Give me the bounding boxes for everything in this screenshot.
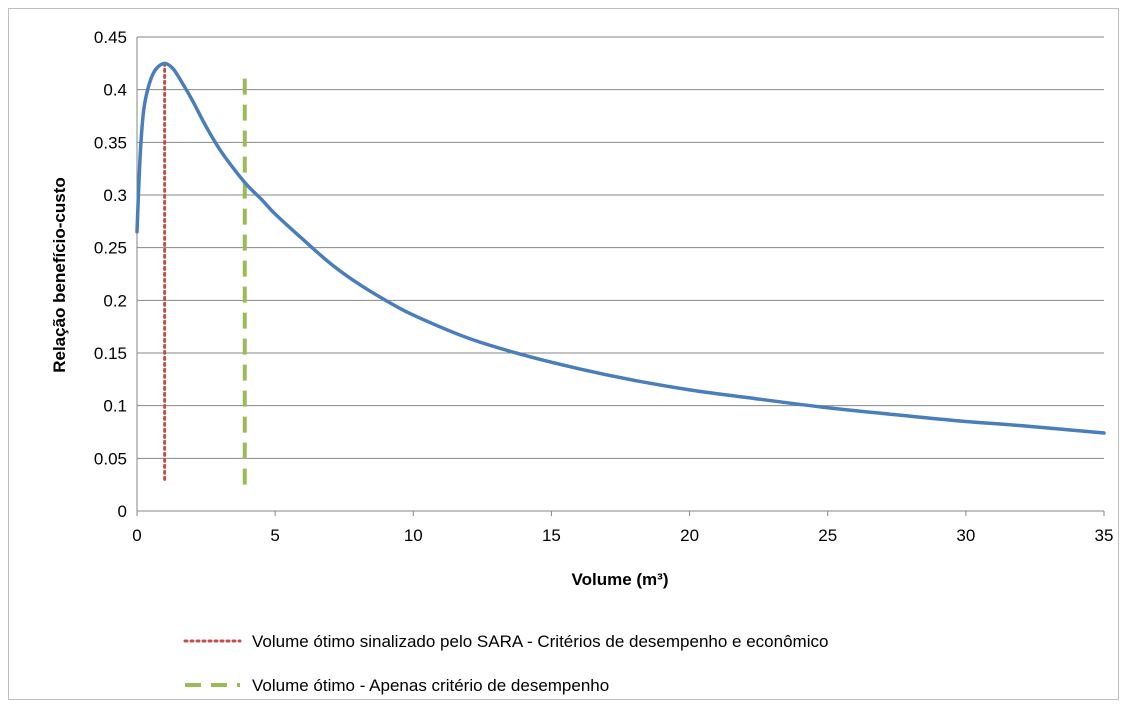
y-tick-label: 0.25	[94, 239, 127, 258]
legend-label-sara: Volume ótimo sinalizado pelo SARA - Crit…	[252, 632, 828, 651]
y-axis-title: Relação benefício-custo	[50, 177, 69, 373]
y-tick-label: 0	[118, 502, 127, 521]
series-line-0	[135, 61, 1106, 435]
axes-layer	[136, 37, 1105, 516]
x-axis-title: Volume (m³)	[572, 570, 669, 589]
x-tick-label: 0	[132, 526, 141, 545]
x-tick-label: 30	[956, 526, 975, 545]
y-tick-label: 0.4	[103, 81, 127, 100]
y-tick-label: 0.1	[103, 397, 127, 416]
legend-label-performance: Volume ótimo - Apenas critério de desemp…	[252, 676, 609, 695]
x-tick-label: 15	[542, 526, 561, 545]
y-tick-label: 0.45	[94, 28, 127, 47]
y-tick-label: 0.3	[103, 186, 127, 205]
grid-layer	[137, 36, 1104, 459]
y-tick-label: 0.15	[94, 344, 127, 363]
x-tick-label: 20	[680, 526, 699, 545]
y-tick-labels: 0 0.05 0.1 0.15 0.2 0.25 0.3 0.35 0.4 0.45	[94, 28, 127, 521]
chart-frame	[8, 8, 1119, 700]
x-tick-label: 35	[1095, 526, 1114, 545]
y-tick-label: 0.35	[94, 133, 127, 152]
y-tick-label: 0.2	[103, 291, 127, 310]
series-layer	[135, 61, 1106, 435]
y-tick-label: 0.05	[94, 449, 127, 468]
x-tick-label: 10	[404, 526, 423, 545]
x-tick-label: 5	[270, 526, 279, 545]
legend: Volume ótimo sinalizado pelo SARA - Crit…	[183, 632, 828, 695]
x-tick-labels: 0 5 10 15 20 25 30 35	[132, 526, 1113, 545]
x-tick-label: 25	[818, 526, 837, 545]
marker-lines	[163, 61, 247, 485]
